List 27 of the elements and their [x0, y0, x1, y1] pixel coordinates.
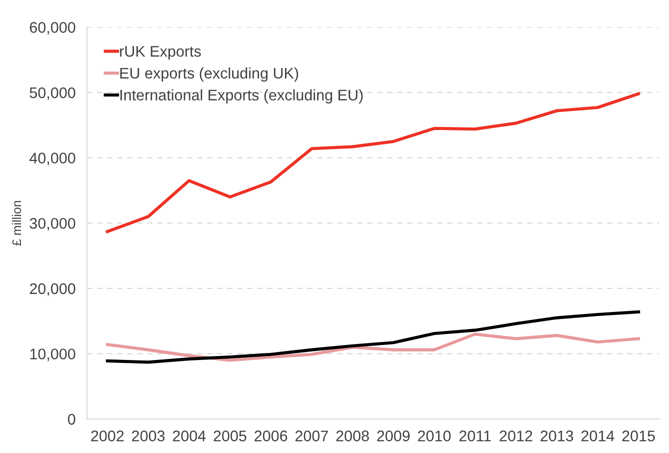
x-tick-label: 2006 [254, 430, 288, 442]
y-tick-label: 20,000 [30, 283, 76, 296]
x-tick-label: 2013 [540, 430, 574, 442]
y-tick-label: 50,000 [30, 87, 76, 100]
line-series [106, 332, 640, 362]
y-axis-title: £ million [12, 200, 22, 246]
x-tick-label: 2010 [418, 430, 451, 442]
x-tick-label: 2005 [214, 430, 246, 442]
y-tick-label: 10,000 [30, 348, 76, 362]
y-tick-label: 60,000 [30, 22, 76, 35]
line-series [106, 310, 640, 364]
x-tick-label: 2009 [377, 430, 410, 442]
x-tick-label: 2008 [336, 430, 369, 442]
x-tick-label: 2007 [295, 430, 328, 442]
x-tick-label: 2011 [459, 430, 491, 442]
legend-label: International Exports (excluding EU) [120, 89, 363, 104]
y-tick-label: 0 [68, 414, 76, 425]
x-tick-label: 2003 [132, 430, 165, 442]
y-tick-label: 30,000 [30, 218, 76, 231]
legend-label: EU exports (excluding UK) [120, 67, 298, 82]
x-tick-label: 2014 [581, 430, 614, 442]
x-tick-label: 2012 [500, 430, 532, 442]
legend-label: rUK Exports [120, 46, 201, 60]
y-tick-label: 40,000 [29, 152, 76, 166]
x-tick-label: 2004 [172, 430, 206, 442]
x-tick-label: 2002 [91, 430, 124, 442]
x-tick-label: 2015 [622, 430, 655, 442]
